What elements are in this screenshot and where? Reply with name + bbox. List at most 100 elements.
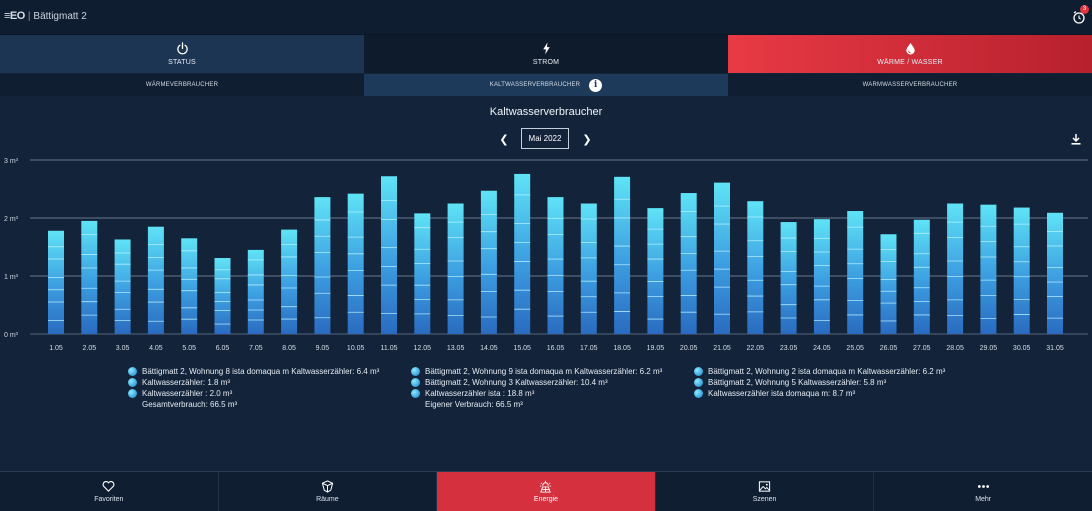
x-tick-label: 11.05: [381, 345, 398, 352]
date-selector[interactable]: Mai 2022: [521, 128, 569, 149]
subtab-kaltwasserverbraucher[interactable]: KALTWASSERVERBRAUCHER i: [364, 74, 728, 96]
legend-item: Kaltwasserzähler : 2.0 m³: [128, 388, 379, 399]
bar-stack[interactable]: [48, 230, 64, 334]
bar-stack[interactable]: [980, 204, 997, 334]
bar-stack[interactable]: [480, 190, 497, 334]
bar-stack[interactable]: [247, 249, 264, 334]
sub-tabs: WÄRMEVERBRAUCHER KALTWASSERVERBRAUCHER i…: [0, 74, 1092, 96]
bar-stack[interactable]: [414, 213, 431, 334]
bar: [647, 208, 664, 334]
legend-item: Bättigmatt 2, Wohnung 9 ista domaqua m K…: [411, 366, 662, 377]
x-tick-label: 24.05: [813, 345, 831, 352]
tab-status[interactable]: STATUS: [0, 35, 364, 73]
x-tick-label: 7.05: [249, 345, 263, 352]
legend-dot-icon: [694, 378, 703, 387]
download-icon[interactable]: [1070, 133, 1082, 145]
legend-item: Kaltwasserzähler: 1.8 m³: [128, 377, 379, 388]
bar: [214, 258, 231, 334]
bar: [48, 230, 64, 334]
bar-stack[interactable]: [147, 226, 164, 334]
bar-stack[interactable]: [381, 176, 397, 334]
nav-raeume-label: Räume: [316, 496, 339, 503]
bar-stack[interactable]: [614, 176, 631, 334]
bar: [847, 211, 864, 334]
x-tick-label: 31.05: [1046, 345, 1064, 352]
nav-favoriten-label: Favoriten: [94, 496, 124, 503]
x-tick-label: 19.05: [647, 345, 665, 352]
legend-dot-icon: [411, 378, 420, 387]
x-tick-label: 15.05: [513, 345, 531, 352]
bar-stack[interactable]: [1047, 212, 1063, 334]
water-drop-icon: [905, 42, 915, 55]
bar: [114, 239, 131, 334]
bar-stack[interactable]: [913, 219, 930, 334]
tab-strom[interactable]: STROM: [364, 35, 728, 73]
nav-mehr[interactable]: Mehr: [874, 472, 1092, 511]
bar-stack[interactable]: [1013, 207, 1030, 334]
bar: [813, 219, 830, 334]
x-tick-label: 12.05: [414, 345, 432, 352]
info-icon[interactable]: i: [589, 78, 603, 92]
bar-stack[interactable]: [847, 211, 864, 334]
nav-szenen[interactable]: Szenen: [656, 472, 875, 511]
legend-item: Bättigmatt 2, Wohnung 5 Kaltwasserzähler…: [694, 377, 945, 388]
chevron-left-icon[interactable]: ❮: [499, 134, 509, 146]
legend-dot-icon: [411, 389, 420, 398]
bar-stack[interactable]: [347, 193, 364, 334]
legend-item: Bättigmatt 2, Wohnung 8 ista domaqua m K…: [128, 366, 379, 377]
bar: [980, 204, 997, 334]
bar-stack[interactable]: [647, 208, 664, 334]
legend-item: Bättigmatt 2, Wohnung 2 ista domaqua m K…: [694, 366, 945, 377]
y-tick-label: 2 m³: [4, 216, 19, 223]
consumption-bar-chart: 0 m³ 1 m³ 2 m³ 3 m³ 1.05 2.05 3.05 4.05 5.05 6.05…: [4, 158, 1088, 352]
x-tick-label: 17.05: [580, 345, 598, 352]
bar-stack[interactable]: [547, 197, 564, 334]
bar: [947, 203, 964, 334]
bar-stack[interactable]: [580, 203, 597, 335]
subtab-waermeverbraucher[interactable]: WÄRMEVERBRAUCHER: [0, 74, 364, 96]
x-tick-label: 3.05: [116, 345, 130, 352]
legend-label: Kaltwasserzähler ista : 18.8 m³: [425, 389, 535, 398]
y-tick-label: 0 m³: [4, 332, 19, 339]
bar-stack[interactable]: [947, 203, 964, 335]
bar: [181, 238, 198, 334]
x-tick-label: 30.05: [1013, 345, 1031, 352]
bar-stack[interactable]: [714, 182, 730, 334]
alarm-clock-icon[interactable]: 3: [1072, 5, 1089, 24]
bar: [780, 222, 797, 334]
bar-stack[interactable]: [314, 197, 331, 334]
x-tick-label: 25.05: [846, 345, 864, 352]
subtab-warmwasserverbraucher[interactable]: WARMWASSERVERBRAUCHER: [728, 74, 1092, 96]
bar-stack[interactable]: [81, 220, 98, 334]
nav-favoriten[interactable]: Favoriten: [0, 472, 219, 511]
nav-energie[interactable]: Energie: [437, 472, 656, 511]
bar-stack[interactable]: [813, 219, 830, 334]
bar: [414, 213, 431, 334]
bar-stack[interactable]: [447, 203, 464, 335]
x-tick-label: 6.05: [216, 345, 230, 352]
bar-stack[interactable]: [281, 229, 298, 334]
legend-column-2: Bättigmatt 2, Wohnung 9 ista domaqua m K…: [411, 366, 662, 410]
bar-stack[interactable]: [780, 222, 797, 334]
more-dots-icon: [977, 485, 989, 488]
bar-stack[interactable]: [214, 258, 231, 334]
legend-item: Kaltwasserzähler ista : 18.8 m³: [411, 388, 662, 399]
bar-stack[interactable]: [747, 201, 764, 334]
tab-status-label: STATUS: [168, 59, 196, 66]
x-tick-label: 4.05: [149, 345, 163, 352]
chevron-right-icon[interactable]: ❯: [582, 134, 592, 146]
bar-stack[interactable]: [514, 173, 531, 334]
bar-stack[interactable]: [181, 238, 198, 334]
chart-legend: Bättigmatt 2, Wohnung 8 ista domaqua m K…: [0, 366, 1092, 426]
bar-stack[interactable]: [114, 239, 131, 334]
legend-label: Kaltwasserzähler: 1.8 m³: [142, 378, 231, 387]
bar: [347, 193, 364, 334]
bar-stack[interactable]: [680, 193, 697, 334]
alarm-badge: 3: [1080, 5, 1089, 14]
bar-stack[interactable]: [880, 234, 897, 334]
main-tabs: STATUS STROM WÄRME / WASSER: [0, 35, 1092, 73]
bar: [381, 176, 397, 334]
x-tick-label: 22.05: [747, 345, 765, 352]
nav-raeume[interactable]: Räume: [219, 472, 438, 511]
tab-waerme-wasser[interactable]: WÄRME / WASSER: [728, 35, 1092, 73]
